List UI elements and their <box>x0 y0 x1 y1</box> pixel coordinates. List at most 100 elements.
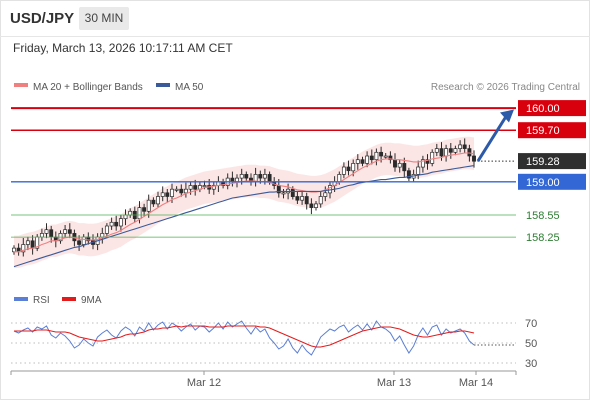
candle-body <box>304 196 309 205</box>
candle-body <box>462 144 467 149</box>
ma20-legend-swatch <box>14 83 28 87</box>
candle-body <box>244 174 249 179</box>
candle-body <box>309 203 314 208</box>
candle-body <box>146 199 151 212</box>
candle-body <box>430 151 435 164</box>
candle-body <box>379 151 384 157</box>
candle-body <box>383 155 388 158</box>
candle-body <box>81 236 86 245</box>
candle-body <box>142 207 147 212</box>
scenario-arrow-shaft <box>476 115 508 162</box>
candle-body <box>179 188 184 194</box>
candle-body <box>63 229 68 234</box>
candle-body <box>202 185 207 188</box>
last-price-tag <box>518 153 586 170</box>
candle-body <box>351 163 356 172</box>
candle-body <box>314 203 318 208</box>
candle-body <box>290 188 295 197</box>
header-bar: USD/JPY 30 MIN <box>0 0 590 37</box>
candle-body <box>77 240 82 245</box>
candle-body <box>406 170 411 179</box>
level-tag-pivot <box>518 173 586 190</box>
candle-body <box>174 188 179 191</box>
rsi-ma-legend-label: 9MA <box>81 295 102 306</box>
candle-body <box>458 144 463 149</box>
rsi-tick-label: 70 <box>525 318 537 330</box>
candle-body <box>365 155 370 164</box>
candle-body <box>355 159 360 164</box>
level-label-resistance: 159.70 <box>526 125 560 137</box>
candle-body <box>21 244 26 253</box>
candle-body <box>318 196 323 205</box>
candle-body <box>44 229 49 234</box>
x-tick-label: Mar 13 <box>377 377 411 389</box>
level-tag-resistance <box>518 122 586 139</box>
candle-body <box>104 225 109 234</box>
level-label-resistance: 160.00 <box>526 103 560 115</box>
candle-body <box>472 155 476 162</box>
candle-body <box>25 240 30 245</box>
candle-body <box>12 247 16 253</box>
candle-body <box>170 188 174 197</box>
candle-body <box>67 229 72 234</box>
candle-body <box>448 148 453 153</box>
rsi-ma-line <box>14 325 475 348</box>
timeframe-button[interactable]: 30 MIN <box>79 7 129 30</box>
scenario-arrow-head <box>500 109 514 123</box>
candle-body <box>109 221 114 227</box>
ma20-legend-label: MA 20 + Bollinger Bands <box>33 82 143 93</box>
candle-body <box>434 148 439 153</box>
candle-body <box>123 214 128 220</box>
bollinger-band <box>14 136 474 268</box>
candle-body <box>39 233 44 238</box>
key-levels: 160.00 159.70 159.28 159.00 158.55 158.25 <box>11 100 586 244</box>
report-datetime: Friday, March 13, 2026 10:17:11 AM CET <box>13 41 233 55</box>
candle-body <box>346 166 351 172</box>
symbol-label: USD/JPY <box>10 10 75 27</box>
candle-body <box>128 210 133 216</box>
candle-body <box>300 196 305 201</box>
copyright-text: Research © 2026 Trading Central <box>431 82 580 93</box>
candle-body <box>397 163 402 168</box>
level-label-pivot: 159.00 <box>526 177 560 189</box>
candle-body <box>323 192 328 197</box>
candle-body <box>211 185 216 190</box>
candle-body <box>100 233 105 238</box>
candle-body <box>49 229 54 238</box>
candle-body <box>439 148 444 157</box>
candle-body <box>369 155 374 161</box>
candle-body <box>374 151 379 161</box>
candle-body <box>453 148 458 153</box>
candle-body <box>137 207 142 220</box>
candle-body <box>151 199 156 205</box>
rsi-line <box>13 320 475 356</box>
candle-body <box>30 240 35 249</box>
candle-body <box>360 159 365 164</box>
candle-body <box>165 192 170 197</box>
candle-body <box>281 192 286 195</box>
candle-body <box>267 174 272 183</box>
candle-body <box>467 148 472 157</box>
candle-body <box>114 221 119 227</box>
candle-body <box>156 196 160 205</box>
candle-body <box>444 148 449 157</box>
candle-body <box>337 174 342 183</box>
price-plot-area <box>12 136 476 268</box>
candle-body <box>188 185 193 190</box>
candle-body <box>183 188 188 194</box>
x-axis: Mar 12 Mar 13 Mar 14 <box>10 371 517 389</box>
rsi-tick-label: 50 <box>525 338 537 350</box>
candle-body <box>258 174 263 179</box>
support-level-label: 158.55 <box>526 210 560 222</box>
candle-body <box>416 166 421 175</box>
candle-body <box>420 159 425 168</box>
candle-body <box>388 155 393 161</box>
level-tag-resistance <box>518 100 586 117</box>
rsi-plot-area: 70 50 30 <box>11 318 537 370</box>
last-price-label: 159.28 <box>526 156 560 168</box>
candle-body <box>118 218 123 227</box>
ma50-legend-label: MA 50 <box>175 82 204 93</box>
candle-body <box>341 166 346 175</box>
candle-body <box>160 192 165 197</box>
